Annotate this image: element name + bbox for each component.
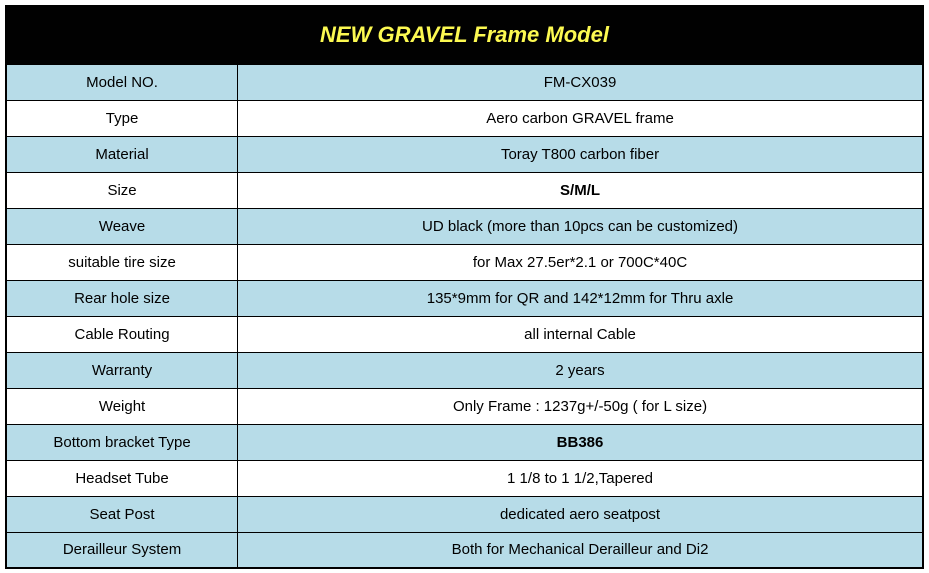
spec-value: Toray T800 carbon fiber <box>238 136 923 172</box>
table-row: suitable tire sizefor Max 27.5er*2.1 or … <box>6 244 923 280</box>
title-row: NEW GRAVEL Frame Model <box>6 6 923 64</box>
table-row: Cable Routingall internal Cable <box>6 316 923 352</box>
table-row: WeaveUD black (more than 10pcs can be cu… <box>6 208 923 244</box>
spec-value: S/M/L <box>238 172 923 208</box>
spec-value: Both for Mechanical Derailleur and Di2 <box>238 532 923 568</box>
spec-label: Weight <box>6 388 238 424</box>
spec-label: Derailleur System <box>6 532 238 568</box>
spec-value: Aero carbon GRAVEL frame <box>238 100 923 136</box>
spec-value: 2 years <box>238 352 923 388</box>
table-row: TypeAero carbon GRAVEL frame <box>6 100 923 136</box>
table-row: Model NO.FM-CX039 <box>6 64 923 100</box>
table-row: Headset Tube1 1/8 to 1 1/2,Tapered <box>6 460 923 496</box>
spec-label: Type <box>6 100 238 136</box>
spec-value: dedicated aero seatpost <box>238 496 923 532</box>
table-row: Bottom bracket TypeBB386 <box>6 424 923 460</box>
table-row: Rear hole size135*9mm for QR and 142*12m… <box>6 280 923 316</box>
spec-label: Warranty <box>6 352 238 388</box>
spec-label: Seat Post <box>6 496 238 532</box>
spec-label: Weave <box>6 208 238 244</box>
spec-table: NEW GRAVEL Frame Model Model NO.FM-CX039… <box>5 5 924 569</box>
spec-label: Cable Routing <box>6 316 238 352</box>
table-row: WeightOnly Frame : 1237g+/-50g ( for L s… <box>6 388 923 424</box>
spec-value: 1 1/8 to 1 1/2,Tapered <box>238 460 923 496</box>
spec-value: UD black (more than 10pcs can be customi… <box>238 208 923 244</box>
spec-label: Bottom bracket Type <box>6 424 238 460</box>
spec-value: all internal Cable <box>238 316 923 352</box>
table-row: MaterialToray T800 carbon fiber <box>6 136 923 172</box>
table-row: Warranty2 years <box>6 352 923 388</box>
spec-label: Rear hole size <box>6 280 238 316</box>
table-title: NEW GRAVEL Frame Model <box>6 6 923 64</box>
spec-value: for Max 27.5er*2.1 or 700C*40C <box>238 244 923 280</box>
spec-label: Model NO. <box>6 64 238 100</box>
spec-label: Size <box>6 172 238 208</box>
table-row: Seat Postdedicated aero seatpost <box>6 496 923 532</box>
spec-value: FM-CX039 <box>238 64 923 100</box>
spec-value: 135*9mm for QR and 142*12mm for Thru axl… <box>238 280 923 316</box>
spec-value: Only Frame : 1237g+/-50g ( for L size) <box>238 388 923 424</box>
spec-label: Material <box>6 136 238 172</box>
table-row: SizeS/M/L <box>6 172 923 208</box>
table-row: Derailleur SystemBoth for Mechanical Der… <box>6 532 923 568</box>
spec-label: Headset Tube <box>6 460 238 496</box>
spec-label: suitable tire size <box>6 244 238 280</box>
spec-value: BB386 <box>238 424 923 460</box>
